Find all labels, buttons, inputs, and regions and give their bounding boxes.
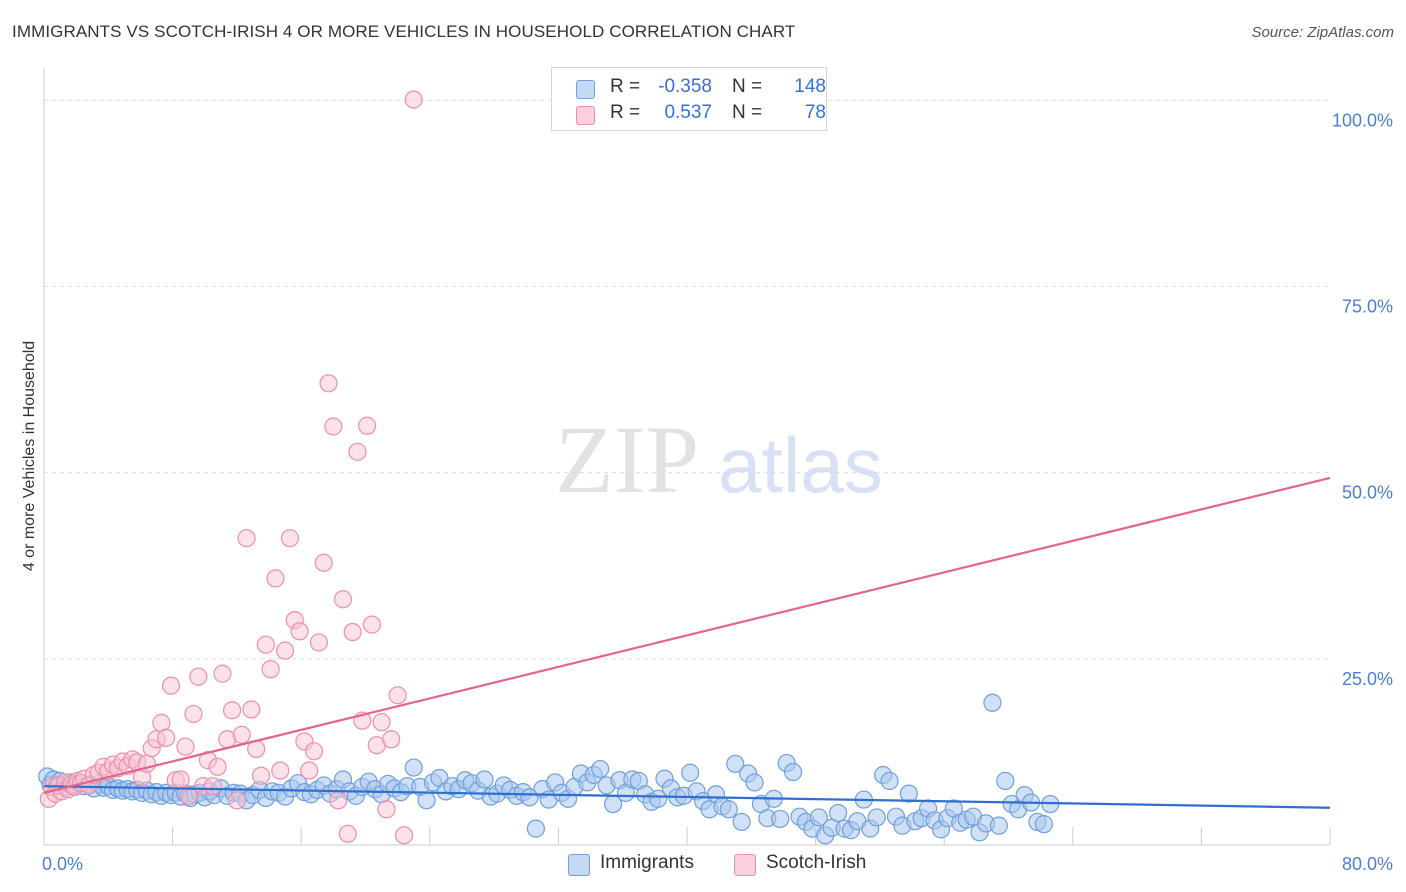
scotch-irish-point: [179, 786, 198, 805]
y-tick-label: 75.0%: [1342, 297, 1393, 317]
x-tick-label-min: 0.0%: [42, 854, 83, 874]
scotch-irish-point: [266, 569, 285, 588]
scotch-irish-point: [314, 553, 333, 572]
scotch-irish-point: [338, 824, 357, 843]
scotch-irish-point: [394, 826, 414, 845]
legend-n-value-immigrants: 148: [794, 76, 826, 97]
scotch-irish-point: [176, 737, 195, 756]
scotch-irish-point: [324, 417, 343, 436]
immigrants-point: [996, 771, 1015, 791]
scotch-irish-point: [232, 725, 251, 744]
scotch-irish-point: [343, 622, 362, 642]
scotch-irish-point: [208, 757, 227, 776]
immigrants-point: [867, 808, 886, 827]
immigrants-point: [520, 788, 539, 807]
scotch-irish-point: [222, 701, 242, 720]
scotch-irish-legend-swatch: [734, 854, 756, 876]
scotch-irish-point: [304, 742, 324, 761]
scotch-irish-point: [261, 660, 280, 679]
scotch-irish-point: [242, 700, 261, 719]
immigrants-point: [404, 758, 423, 777]
immigrants-trend-line: [43, 785, 1331, 809]
legend-r-label: R =: [610, 102, 641, 123]
scotch-irish-point: [404, 90, 423, 109]
immigrants-swatch: [576, 80, 595, 99]
immigrants-point: [989, 816, 1008, 835]
immigrants-point: [591, 759, 610, 779]
scotch-irish-point: [184, 704, 203, 724]
immigrants-point: [983, 693, 1002, 712]
scotch-irish-point: [309, 633, 328, 652]
source-label: Source: ZipAtlas.com: [1251, 24, 1394, 41]
scotch-irish-point: [271, 761, 290, 780]
scotch-irish-point: [290, 622, 309, 641]
immigrants-point: [809, 808, 828, 827]
scotch-irish-point: [382, 730, 401, 749]
immigrants-point: [417, 791, 436, 810]
scotch-irish-point: [227, 791, 246, 810]
scotch-irish-swatch: [576, 106, 595, 125]
chart-title: IMMIGRANTS VS SCOTCH-IRISH 4 OR MORE VEH…: [12, 22, 796, 41]
legend: R = -0.358 N = 148 R = 0.537 N = 78: [551, 67, 827, 131]
scotch-irish-point: [372, 713, 391, 732]
watermark-zip: ZIP: [555, 406, 699, 513]
scotch-irish-point: [171, 770, 190, 789]
scotch-irish-point: [388, 686, 407, 705]
watermark-atlas: atlas: [718, 421, 883, 509]
scotch-irish-point: [256, 635, 275, 654]
scotch-irish-point: [189, 667, 208, 686]
immigrants-point: [648, 789, 668, 808]
immigrants-point: [880, 771, 899, 791]
scotch-irish-point: [203, 777, 222, 796]
legend-r-value-scotch-irish: 0.537: [664, 102, 712, 123]
immigrants-point: [1034, 815, 1053, 834]
scotch-irish-point: [329, 791, 348, 810]
scotch-irish-point: [213, 664, 232, 683]
scotch-irish-point: [319, 374, 338, 393]
immigrants-legend-swatch: [568, 854, 590, 876]
immigrants-point: [783, 762, 803, 782]
scotch-irish-points: [39, 90, 423, 845]
trend-lines: [43, 476, 1331, 809]
scotch-irish-point: [348, 442, 367, 461]
legend-n-value-scotch-irish: 78: [804, 102, 826, 123]
scotch-irish-point: [157, 728, 176, 747]
scotch-irish-point: [251, 766, 271, 785]
y-axis-label: 4 or more Vehicles in Household: [21, 341, 38, 571]
immigrants-point: [899, 784, 918, 803]
gridlines: [44, 99, 1330, 660]
scotch-irish-legend-label: Scotch-Irish: [766, 852, 867, 873]
axes: [43, 68, 1331, 846]
scotch-irish-point: [237, 529, 256, 548]
immigrants-point: [829, 803, 848, 823]
immigrants-point: [719, 800, 738, 819]
y-tick-label: 50.0%: [1342, 483, 1393, 503]
x-tick-label-max: 80.0%: [1342, 854, 1393, 874]
scotch-irish-point: [300, 761, 319, 780]
legend-n-label: N =: [732, 76, 763, 97]
tick-labels: 25.0% 50.0% 75.0% 100.0% 0.0% 80.0%: [42, 110, 1393, 874]
y-tick-label: 25.0%: [1342, 669, 1393, 689]
scotch-irish-point: [358, 416, 377, 435]
scotch-irish-trend-line: [43, 476, 1331, 794]
immigrants-point: [726, 754, 745, 773]
immigrants-point: [745, 773, 764, 792]
immigrants-legend-label: Immigrants: [600, 852, 694, 873]
legend-n-label: N =: [732, 102, 763, 123]
immigrants-point: [732, 812, 751, 832]
legend-r-label: R =: [610, 76, 641, 97]
immigrants-point: [475, 770, 494, 789]
y-tick-label: 100.0%: [1332, 110, 1393, 130]
scotch-irish-point: [333, 590, 353, 609]
scotch-irish-point: [362, 615, 382, 634]
immigrants-point: [526, 819, 545, 838]
immigrants-point: [681, 763, 700, 782]
immigrants-point: [771, 809, 790, 829]
scotch-irish-point: [377, 800, 396, 819]
scotch-irish-point: [276, 641, 295, 660]
scotch-irish-point: [280, 529, 300, 548]
scotch-irish-point: [161, 676, 181, 695]
legend-r-value-immigrants: -0.358: [658, 76, 712, 97]
